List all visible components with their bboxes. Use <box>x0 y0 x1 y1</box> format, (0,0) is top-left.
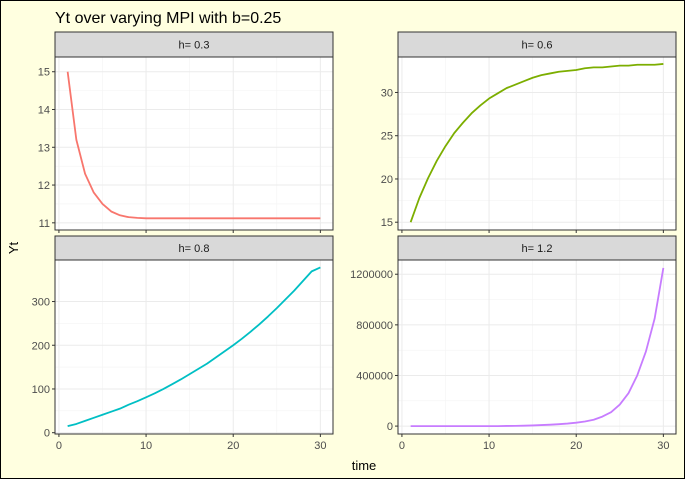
y-axis-label: Yt <box>6 241 21 254</box>
y-tick-label: 12 <box>38 180 50 192</box>
y-tick-label: 1200000 <box>350 269 393 281</box>
panel-border <box>54 259 334 435</box>
panel-background <box>398 260 676 434</box>
y-tick-label: 800000 <box>356 320 393 332</box>
series-line <box>67 266 321 428</box>
panel-background <box>398 57 676 230</box>
x-tick-label: 20 <box>227 440 239 452</box>
facet-panel: h= 0.3 11 12 13 14 15 <box>38 31 334 233</box>
y-tick-label: 200 <box>32 340 50 352</box>
series-line <box>410 267 665 427</box>
facet-strip <box>54 235 334 261</box>
facet-strip-label: h= 0.8 <box>179 243 210 255</box>
x-tick-label: 30 <box>657 440 669 452</box>
y-tick-label: 15 <box>38 67 50 79</box>
y-tick-label: 15 <box>381 217 393 229</box>
x-axis-label: time <box>352 458 377 473</box>
x-tick-label: 0 <box>56 440 62 452</box>
facet-strip-label: h= 0.3 <box>179 40 210 52</box>
x-tick-label: 30 <box>314 440 326 452</box>
x-tick-label: 20 <box>570 440 582 452</box>
y-tick-label: 0 <box>387 421 393 433</box>
panel-background <box>55 260 333 434</box>
y-tick-label: 300 <box>32 297 50 309</box>
facet-strip <box>397 31 677 58</box>
y-tick-label: 400000 <box>356 370 393 382</box>
x-tick-label: 10 <box>140 440 152 452</box>
y-tick-label: 30 <box>381 87 393 99</box>
x-tick-label: 0 <box>399 440 405 452</box>
y-tick-label: 100 <box>32 384 50 396</box>
panel-border <box>54 56 334 231</box>
facet-strip <box>397 235 677 261</box>
y-tick-label: 20 <box>381 174 393 186</box>
chart-title: Yt over varying MPI with b=0.25 <box>55 10 281 27</box>
panel-border <box>397 56 677 231</box>
series-line <box>66 71 321 220</box>
y-tick-label: 25 <box>381 131 393 143</box>
facet-panel: h= 1.2 0 400000 800000 1200000 0 10 20 30 <box>350 235 677 452</box>
facet-strip-label: h= 1.2 <box>522 243 553 255</box>
panel-border <box>397 259 677 435</box>
facet-panel: h= 0.8 0 100 200 300 0 10 20 30 <box>32 235 334 452</box>
y-tick-label: 0 <box>44 428 50 440</box>
y-tick-label: 14 <box>38 105 50 117</box>
facet-panel: h= 0.6 15 20 25 30 <box>381 31 677 233</box>
x-tick-label: 10 <box>483 440 495 452</box>
series-line <box>409 63 664 223</box>
facet-strip-label: h= 0.6 <box>522 40 553 52</box>
y-tick-label: 13 <box>38 142 50 154</box>
y-tick-label: 11 <box>39 218 50 230</box>
